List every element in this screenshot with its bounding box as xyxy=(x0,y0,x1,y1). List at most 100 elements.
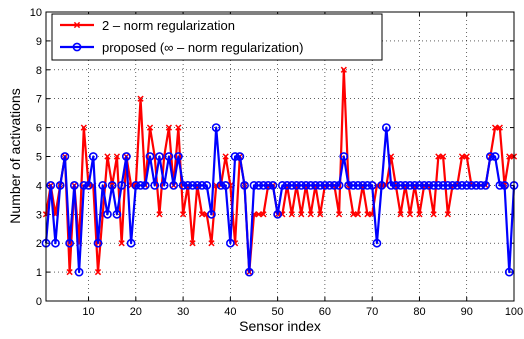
y-tick-label-1: 1 xyxy=(36,267,42,279)
data-point-s1-10 xyxy=(84,180,93,190)
y-tick-label-9: 9 xyxy=(36,36,42,48)
data-point-s1-28 xyxy=(169,180,179,190)
data-point-s1-63 xyxy=(334,180,344,190)
data-point-s1-23 xyxy=(145,152,155,161)
data-point-s1-90 xyxy=(462,180,472,190)
data-point-s0-25 xyxy=(156,211,163,218)
data-point-s1-55 xyxy=(296,180,306,190)
data-point-s1-66 xyxy=(348,180,358,190)
legend-marker-0 xyxy=(73,21,81,29)
legend: 2 – norm regularization proposed (∞ – nor… xyxy=(51,13,383,61)
data-point-s1-24 xyxy=(150,180,160,190)
x-tick-label-6: 70 xyxy=(366,306,378,318)
data-point-s0-59 xyxy=(317,211,324,218)
data-point-s1-49 xyxy=(268,180,278,190)
data-point-s1-15 xyxy=(107,180,117,190)
data-point-s1-96 xyxy=(490,152,500,161)
data-point-s1-79 xyxy=(410,180,420,190)
data-point-s1-52 xyxy=(282,180,292,190)
data-point-s1-69 xyxy=(363,180,372,190)
legend-box xyxy=(51,13,383,61)
data-point-s1-17 xyxy=(117,180,127,190)
series-line-1 xyxy=(44,126,516,274)
x-tick-label-3: 40 xyxy=(224,306,236,318)
data-point-s1-94 xyxy=(481,180,491,190)
y-tick-label-6: 6 xyxy=(36,123,42,135)
data-point-s1-38 xyxy=(216,180,226,190)
data-point-s0-89 xyxy=(458,153,466,160)
x-tick-label-0: 10 xyxy=(82,306,94,318)
plot-frame xyxy=(45,11,515,302)
data-point-s1-33 xyxy=(192,180,202,190)
y-tick-label-7: 7 xyxy=(36,94,42,106)
data-point-s0-78 xyxy=(406,211,414,218)
data-point-s1-4 xyxy=(55,180,65,190)
data-point-s1-35 xyxy=(202,180,212,190)
data-point-s1-31 xyxy=(183,180,193,190)
data-point-s0-90 xyxy=(463,153,470,160)
data-point-s1-73 xyxy=(381,123,391,132)
x-tick-label-4: 50 xyxy=(272,306,284,318)
y-tick-label-10: 10 xyxy=(30,7,42,19)
data-point-s0-12 xyxy=(94,268,102,276)
data-point-s0-57 xyxy=(307,211,314,218)
data-point-s1-53 xyxy=(287,180,297,190)
data-point-s0-80 xyxy=(416,211,423,218)
x-tick-label-8: 90 xyxy=(461,306,473,318)
data-point-s1-95 xyxy=(485,152,495,161)
data-point-s0-27 xyxy=(165,124,173,131)
data-point-s1-85 xyxy=(438,180,448,190)
data-point-s0-23 xyxy=(146,124,154,131)
data-point-s1-22 xyxy=(140,180,150,190)
x-axis-label: Sensor index xyxy=(239,318,321,334)
data-point-s0-14 xyxy=(104,153,111,160)
data-point-s1-87 xyxy=(448,180,457,190)
data-point-s1-20 xyxy=(131,180,141,190)
data-point-s1-57 xyxy=(306,180,316,190)
data-point-s1-30 xyxy=(178,180,188,190)
data-point-s1-2 xyxy=(46,180,56,190)
data-point-s1-21 xyxy=(136,180,145,190)
data-point-s1-86 xyxy=(443,180,453,190)
data-point-s1-29 xyxy=(173,152,183,161)
data-point-s1-47 xyxy=(259,180,268,190)
x-tick-label-1: 20 xyxy=(130,306,142,318)
data-point-s0-86 xyxy=(444,211,451,218)
data-point-s1-40 xyxy=(225,238,235,248)
data-point-s1-45 xyxy=(249,180,259,190)
data-point-s0-39 xyxy=(222,153,229,160)
data-point-s1-9 xyxy=(79,180,89,190)
data-point-s0-99 xyxy=(506,153,513,160)
data-point-s0-97 xyxy=(496,124,503,131)
y-tick-label-4: 4 xyxy=(36,180,42,192)
data-point-s1-27 xyxy=(164,152,174,161)
data-point-s1-11 xyxy=(88,152,98,161)
series-layer xyxy=(41,66,519,277)
data-point-s0-69 xyxy=(364,211,371,218)
data-point-s0-67 xyxy=(354,211,362,218)
data-point-s1-70 xyxy=(367,180,377,190)
data-point-s1-56 xyxy=(301,180,311,190)
x-tick-label-9: 100 xyxy=(505,306,523,318)
y-axis-label: Number of activations xyxy=(7,88,23,223)
data-point-s1-58 xyxy=(311,180,320,190)
x-tick-label-5: 60 xyxy=(319,306,331,318)
data-point-s1-67 xyxy=(353,180,363,190)
data-point-s1-82 xyxy=(424,180,434,190)
data-point-s0-21 xyxy=(137,95,144,102)
data-point-s1-5 xyxy=(60,152,70,161)
x-ticks: 10 20 30 40 50 60 70 80 90 100 xyxy=(82,12,523,318)
series-1 xyxy=(41,123,519,277)
data-point-s1-8 xyxy=(74,267,84,277)
data-point-s0-96 xyxy=(491,124,499,131)
data-point-s0-83 xyxy=(430,211,437,218)
legend-label-0: 2 – norm regularization xyxy=(102,18,235,33)
data-point-s0-36 xyxy=(208,240,215,247)
data-point-s1-26 xyxy=(159,180,169,190)
data-point-s1-97 xyxy=(495,180,505,190)
y-tick-label-0: 0 xyxy=(36,296,42,308)
data-point-s1-16 xyxy=(112,209,122,219)
data-point-s1-46 xyxy=(254,180,264,190)
data-point-s0-9 xyxy=(80,124,87,131)
